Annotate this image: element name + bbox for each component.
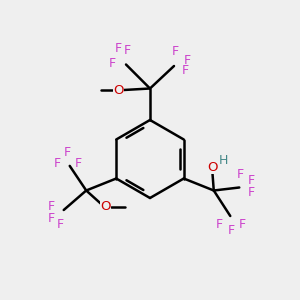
Text: O: O xyxy=(100,200,111,214)
Text: H: H xyxy=(219,154,228,167)
Text: F: F xyxy=(57,218,64,231)
Text: F: F xyxy=(248,173,255,187)
Text: F: F xyxy=(239,218,246,231)
Text: F: F xyxy=(75,157,82,170)
Text: F: F xyxy=(215,218,222,232)
Text: F: F xyxy=(237,167,244,181)
Text: F: F xyxy=(182,64,189,77)
Text: F: F xyxy=(124,44,131,57)
Text: F: F xyxy=(248,185,255,199)
Text: F: F xyxy=(227,224,234,237)
Text: O: O xyxy=(113,83,124,97)
Text: F: F xyxy=(172,45,179,58)
Text: F: F xyxy=(54,157,61,170)
Text: F: F xyxy=(184,53,191,67)
Text: F: F xyxy=(109,56,116,70)
Text: O: O xyxy=(207,160,217,174)
Text: F: F xyxy=(48,212,55,225)
Text: F: F xyxy=(64,146,71,159)
Text: F: F xyxy=(48,200,55,214)
Text: F: F xyxy=(115,42,122,55)
